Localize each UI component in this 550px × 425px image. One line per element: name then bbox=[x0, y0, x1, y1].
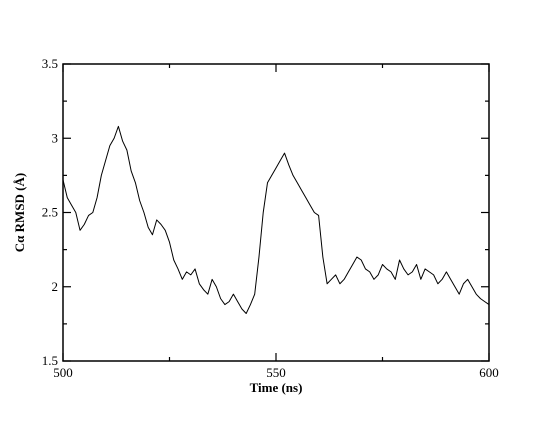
x-axis-label: Time (ns) bbox=[250, 380, 303, 395]
y-tick-label: 2.5 bbox=[42, 205, 58, 220]
y-tick-label: 1.5 bbox=[42, 353, 58, 368]
plot-area bbox=[62, 63, 490, 362]
axis-tick-labels: 500 550 600 1.5 2 2.5 3 3.5 bbox=[42, 56, 499, 380]
x-tick-label: 550 bbox=[266, 365, 286, 380]
x-tick-label: 500 bbox=[53, 365, 73, 380]
y-tick-label: 3 bbox=[52, 130, 59, 145]
y-axis-label: Cα RMSD (Å) bbox=[12, 173, 27, 252]
plot-frame bbox=[62, 63, 490, 362]
rmsd-series-line bbox=[62, 125, 490, 314]
y-tick-label: 3.5 bbox=[42, 56, 58, 71]
y-tick-label: 2 bbox=[52, 279, 59, 294]
axis-ticks bbox=[62, 63, 490, 362]
x-tick-label: 600 bbox=[479, 365, 499, 380]
